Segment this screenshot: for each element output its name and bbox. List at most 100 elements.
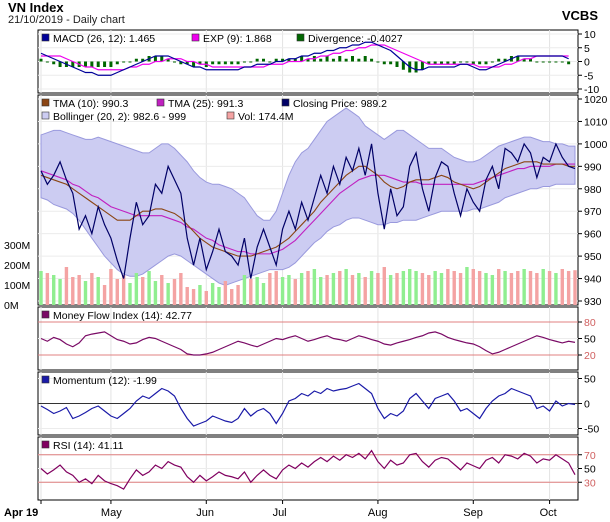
divergence-bar: [433, 61, 437, 65]
divergence-bar: [503, 58, 507, 62]
volume-bar: [299, 273, 304, 305]
divergence-bar: [548, 61, 552, 63]
volume-bar: [408, 269, 412, 305]
volume-bar: [39, 271, 43, 305]
divergence-bar: [516, 56, 520, 62]
x-tick-label: Jul: [273, 507, 287, 519]
y-tick-label: 930: [584, 296, 602, 308]
volume-bar: [261, 283, 266, 305]
divergence-bar: [306, 58, 310, 62]
legend-swatch: [41, 111, 50, 120]
volume-bar: [395, 273, 399, 305]
divergence-bar: [45, 61, 49, 63]
volume-bar: [83, 281, 88, 305]
volume-bar: [128, 283, 132, 305]
y-tick-label: -50: [584, 424, 599, 436]
y-tick-label: -10: [584, 84, 599, 96]
volume-bar: [280, 277, 285, 305]
divergence-bar: [223, 61, 227, 65]
legend-label: Money Flow Index (14): 42.77: [53, 310, 192, 322]
volume-bar: [230, 289, 234, 305]
x-tick-label: Apr 19: [4, 507, 38, 519]
divergence-bar: [185, 61, 189, 65]
y-tick-label: 80: [584, 317, 596, 329]
legend-label: TMA (25): 991.3: [168, 98, 243, 110]
divergence-bar: [166, 58, 170, 62]
volume-tick-label: 300M: [4, 240, 30, 252]
divergence-bar: [109, 61, 113, 67]
volume-bar: [306, 271, 310, 305]
y-tick-label: 980: [584, 184, 602, 196]
divergence-bar: [541, 61, 545, 63]
divergence-bar: [395, 61, 399, 67]
divergence-bar: [344, 58, 348, 62]
volume-bar: [566, 271, 571, 305]
volume-bar: [420, 273, 425, 305]
y-tick-label: 940: [584, 274, 602, 286]
panel-macd: 10 5 0-5 -10 MACD (26, 12): 1.465 EXP (9): 1.…: [37, 29, 599, 96]
divergence-bar: [274, 58, 278, 62]
divergence-bar: [293, 58, 297, 62]
y-tick-label: 1010: [584, 116, 608, 128]
divergence-bar: [389, 61, 393, 65]
volume-bar: [528, 271, 533, 305]
legend-label: Bollinger (20, 2): 982.6 - 999: [53, 111, 186, 123]
volume-bar: [319, 277, 323, 305]
volume-bar: [172, 279, 177, 305]
divergence-bar: [414, 61, 418, 73]
legend-label: Vol: 174.4M: [238, 111, 293, 123]
volume-bar: [401, 271, 406, 305]
volume-bar: [204, 291, 208, 305]
volume-bar: [134, 273, 139, 305]
x-tick-label: Jun: [196, 507, 214, 519]
legend-label: TMA (10): 990.3: [53, 98, 128, 110]
volume-bar: [376, 273, 380, 305]
divergence-bar: [319, 58, 323, 62]
legend-swatch: [41, 310, 50, 319]
panel-price: 1020 1010 1000 990 980 970 960 950 940 930 300M 200…: [4, 94, 608, 312]
volume-bar: [160, 275, 164, 305]
divergence-bar: [192, 61, 196, 67]
volume-bar: [312, 269, 317, 305]
y-tick-label: 1020: [584, 94, 608, 106]
close-line: [40, 142, 576, 279]
legend-swatch: [281, 98, 290, 107]
divergence-bar: [357, 58, 361, 62]
volume-bar: [547, 271, 552, 305]
divergence-bar: [529, 58, 532, 62]
volume-bar: [115, 279, 119, 305]
divergence-bar: [484, 61, 488, 65]
volume-bar: [109, 269, 113, 305]
volume-bar: [382, 267, 386, 305]
volume-bar: [236, 285, 240, 305]
macd-line: [40, 41, 569, 76]
divergence-bar: [567, 61, 571, 65]
y-tick-label: 950: [584, 251, 602, 263]
divergence-bar: [440, 61, 443, 65]
legend-label: Divergence: -0.4027: [308, 33, 403, 45]
volume-bar: [255, 277, 259, 305]
y-tick-label: 0: [584, 399, 590, 411]
divergence-bar: [141, 58, 145, 62]
divergence-bar: [230, 61, 234, 65]
x-axis: Apr 19 May Jun Jul Aug Sep Oct: [4, 500, 557, 519]
divergence-bar: [554, 61, 558, 63]
divergence-bar: [300, 56, 304, 62]
volume-bar: [471, 269, 475, 305]
volume-bar: [96, 277, 100, 305]
y-tick-label: 0: [584, 57, 590, 69]
volume-bar: [509, 273, 514, 305]
y-tick-label: 960: [584, 229, 602, 241]
volume-bar: [331, 273, 336, 305]
volume-bar: [242, 275, 247, 305]
divergence-bar: [236, 61, 240, 65]
divergence-bar: [217, 61, 221, 65]
volume-tick-label: 100M: [4, 280, 30, 292]
divergence-bar: [242, 61, 246, 63]
volume-bar: [573, 270, 577, 305]
divergence-bar: [58, 61, 62, 67]
momentum-line: [40, 382, 576, 427]
divergence-bar: [115, 61, 119, 65]
